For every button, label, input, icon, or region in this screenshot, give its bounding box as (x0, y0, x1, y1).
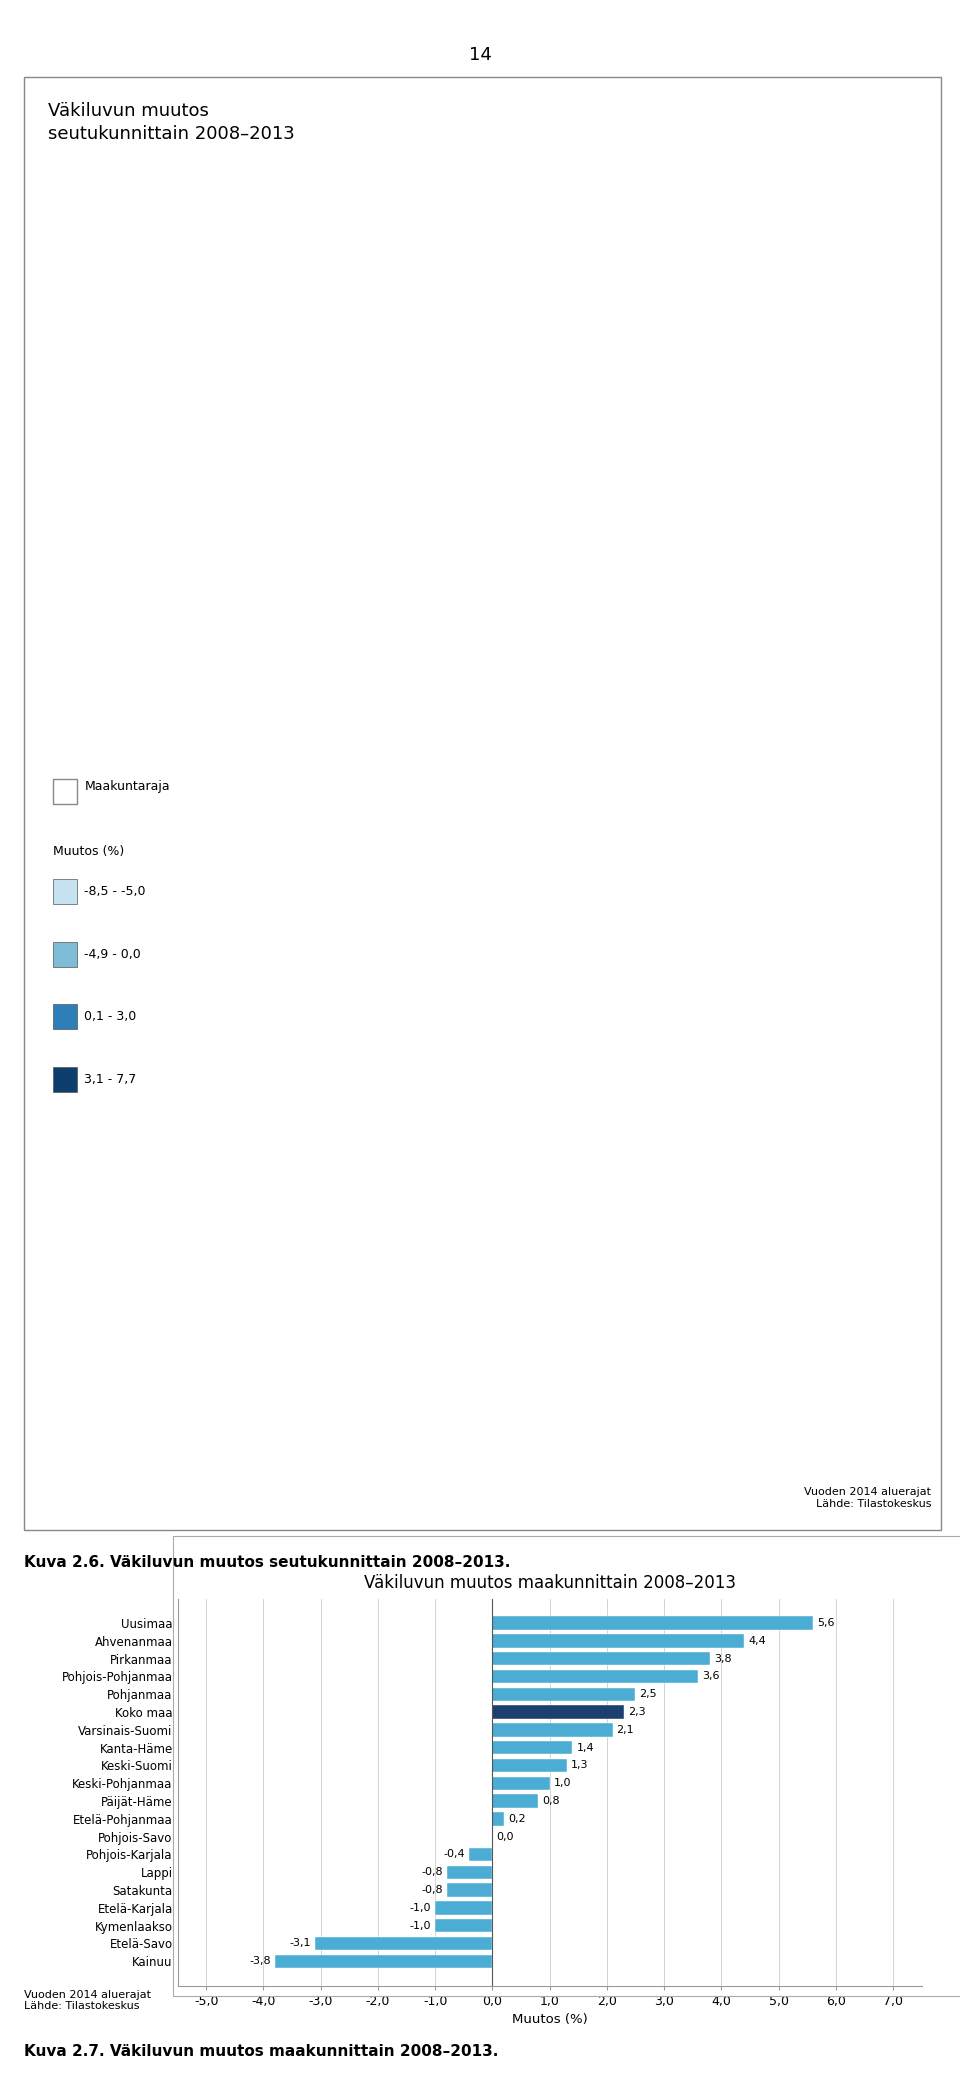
Bar (492, 1651, 709, 1666)
Text: -0,8: -0,8 (420, 1885, 443, 1896)
Text: 4,4: 4,4 (748, 1636, 766, 1647)
Text: 2,1: 2,1 (616, 1724, 635, 1735)
Bar (492, 1760, 566, 1772)
Text: 0,1 - 3,0: 0,1 - 3,0 (84, 1009, 136, 1024)
Bar (492, 1705, 624, 1718)
Bar (492, 1795, 539, 1808)
Bar (492, 1741, 572, 1754)
Bar (492, 1776, 549, 1789)
Text: -4,9 - 0,0: -4,9 - 0,0 (84, 947, 141, 961)
Bar (446, 1883, 492, 1898)
Text: 3,1 - 7,7: 3,1 - 7,7 (84, 1072, 136, 1087)
Text: 5,6: 5,6 (817, 1618, 834, 1628)
Bar (492, 1670, 698, 1682)
Text: 14: 14 (468, 46, 492, 65)
Text: Vuoden 2014 aluerajat
Lähde: Tilastokeskus: Vuoden 2014 aluerajat Lähde: Tilastokesk… (24, 1990, 151, 2011)
Text: 2,3: 2,3 (628, 1708, 646, 1718)
Text: 0,2: 0,2 (508, 1814, 525, 1825)
Bar (446, 1866, 492, 1879)
Text: -1,0: -1,0 (410, 1921, 431, 1931)
Text: -0,8: -0,8 (420, 1866, 443, 1877)
Text: Väkiluvun muutos
seutukunnittain 2008–2013: Väkiluvun muutos seutukunnittain 2008–20… (48, 102, 295, 142)
Text: 1,3: 1,3 (571, 1760, 588, 1770)
Text: -1,0: -1,0 (410, 1902, 431, 1912)
Bar (492, 1812, 504, 1825)
Bar (492, 1687, 636, 1701)
Bar (492, 1634, 744, 1647)
Text: Kuva 2.6. Väkiluvun muutos seutukunnittain 2008–2013.: Kuva 2.6. Väkiluvun muutos seutukunnitta… (24, 1555, 511, 1570)
Text: Muutos (%): Muutos (%) (53, 846, 124, 859)
Bar (469, 1848, 492, 1860)
Text: 1,4: 1,4 (577, 1743, 594, 1754)
Title: Väkiluvun muutos maakunnittain 2008–2013: Väkiluvun muutos maakunnittain 2008–2013 (364, 1574, 735, 1593)
Text: -8,5 - -5,0: -8,5 - -5,0 (84, 884, 146, 899)
Bar (315, 1937, 492, 1950)
Text: 1,0: 1,0 (554, 1779, 571, 1789)
Bar (435, 1919, 492, 1933)
Text: Vuoden 2014 aluerajat
Lähde: Tilastokeskus: Vuoden 2014 aluerajat Lähde: Tilastokesk… (804, 1488, 931, 1509)
Text: 0,0: 0,0 (496, 1831, 514, 1841)
Text: -3,8: -3,8 (250, 1956, 271, 1967)
Text: Kuva 2.7. Väkiluvun muutos maakunnittain 2008–2013.: Kuva 2.7. Väkiluvun muutos maakunnittain… (24, 2044, 498, 2059)
Text: -3,1: -3,1 (290, 1937, 311, 1948)
Bar (492, 1724, 612, 1737)
Text: 0,8: 0,8 (542, 1795, 560, 1806)
Text: Maakuntaraja: Maakuntaraja (84, 780, 170, 794)
X-axis label: Muutos (%): Muutos (%) (512, 2013, 588, 2025)
Text: 2,5: 2,5 (639, 1689, 657, 1699)
Bar (435, 1902, 492, 1914)
Text: 3,8: 3,8 (714, 1653, 732, 1664)
Text: -0,4: -0,4 (444, 1850, 466, 1860)
Bar (275, 1954, 492, 1969)
Text: 3,6: 3,6 (703, 1672, 720, 1682)
Bar (492, 1616, 813, 1630)
